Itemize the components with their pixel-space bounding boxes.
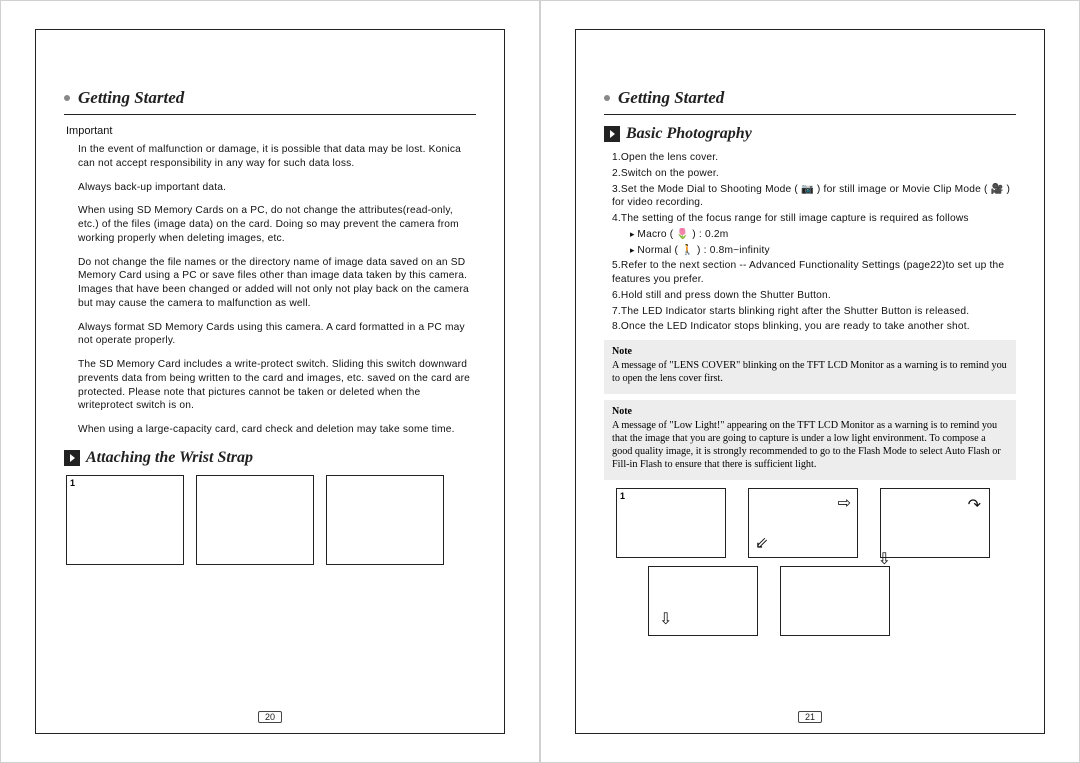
figure-box [326,475,444,565]
figure-badge: 1 [620,491,625,501]
page-left-inner: Getting Started Important In the event o… [35,29,505,734]
page-number-right: 21 [798,711,822,723]
page-number-left: 20 [258,711,282,723]
step-item: 7.The LED Indicator starts blinking righ… [612,305,1016,319]
important-para: The SD Memory Card includes a write-prot… [78,358,476,413]
rule-right [604,114,1016,115]
figure-box: ⇩ [780,566,890,636]
manual-spread: Getting Started Important In the event o… [0,0,1080,763]
chevron-right-icon [604,126,620,142]
note-text: A message of "LENS COVER" blinking on th… [612,359,1008,386]
figure-box: ⇩ [648,566,758,636]
section-title: Attaching the Wrist Strap [86,449,253,467]
step-item: 8.Once the LED Indicator stops blinking,… [612,320,1016,334]
figure-box: 1 [616,488,726,558]
step-item: 2.Switch on the power. [612,167,1016,181]
note-box: Note A message of "Low Light!" appearing… [604,400,1016,480]
steps-list: 1.Open the lens cover. 2.Switch on the p… [612,151,1016,334]
important-para: When using SD Memory Cards on a PC, do n… [78,204,476,245]
figure-box: 1 [66,475,184,565]
figure-box [196,475,314,565]
arrow-down-left-icon: ⇙ [755,533,768,553]
running-head-left: Getting Started [64,88,476,108]
step-item: 1.Open the lens cover. [612,151,1016,165]
page-right-inner: Getting Started Basic Photography 1.Open… [575,29,1045,734]
arrow-down-icon: ⇩ [659,609,672,629]
important-para: When using a large-capacity card, card c… [78,423,476,437]
page-left: Getting Started Important In the event o… [0,0,540,763]
figure-row-right-2: ⇩ ⇩ [648,566,1016,636]
rule-left [64,114,476,115]
step-item: 5.Refer to the next section -- Advanced … [612,259,1016,287]
important-para: Do not change the file names or the dire… [78,256,476,311]
section-head-basic-photo: Basic Photography [604,125,1016,143]
page-right: Getting Started Basic Photography 1.Open… [540,0,1080,763]
figure-box: ↷ [880,488,990,558]
note-box: Note A message of "LENS COVER" blinking … [604,340,1016,394]
chevron-right-icon [64,450,80,466]
figure-badge: 1 [70,478,75,488]
important-label: Important [66,125,476,137]
step-item: 4.The setting of the focus range for sti… [612,212,1016,226]
step-item: 6.Hold still and press down the Shutter … [612,289,1016,303]
arrow-down-icon: ⇩ [878,549,891,569]
note-text: A message of "Low Light!" appearing on t… [612,419,1008,472]
section-head-wrist-strap: Attaching the Wrist Strap [64,449,476,467]
arrow-curve-icon: ↷ [968,495,981,515]
important-para: Always back-up important data. [78,181,476,195]
running-head-right: Getting Started [604,88,1016,108]
step-sub-item: Macro ( 🌷 ) : 0.2m [630,228,1016,242]
important-para: In the event of malfunction or damage, i… [78,143,476,171]
important-para: Always format SD Memory Cards using this… [78,321,476,349]
step-sub-item: Normal ( 🚶 ) : 0.8m~infinity [630,244,1016,258]
arrow-right-icon: ⇨ [838,493,851,513]
note-label: Note [612,406,1008,417]
figure-row-left: 1 [66,475,476,565]
note-label: Note [612,346,1008,357]
figure-box: ⇨ ⇙ [748,488,858,558]
figure-row-right-1: 1 ⇨ ⇙ ↷ [616,488,1016,558]
section-title: Basic Photography [626,125,752,143]
step-item: 3.Set the Mode Dial to Shooting Mode ( 📷… [612,183,1016,211]
